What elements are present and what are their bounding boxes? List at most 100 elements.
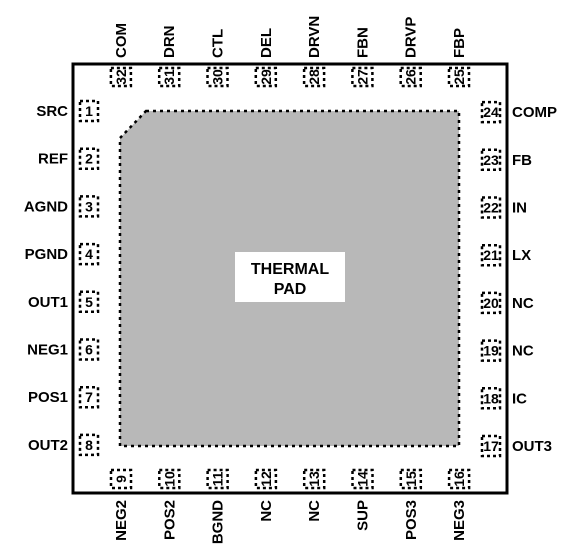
pin-pad xyxy=(480,339,502,362)
pin-pad xyxy=(206,468,229,490)
pin-number: 26 xyxy=(403,69,419,85)
pin-name: BGND xyxy=(210,500,227,544)
pin-number: 30 xyxy=(210,69,226,85)
pin-number: 31 xyxy=(161,69,177,85)
pin-number: 21 xyxy=(483,247,499,263)
pin-number: 14 xyxy=(355,471,371,487)
pin-name: POS2 xyxy=(161,500,178,540)
pin-number: 24 xyxy=(483,104,499,120)
pin-name: SUP xyxy=(355,500,372,531)
pin-pad xyxy=(302,66,326,88)
pin-name: DRN xyxy=(161,26,178,59)
pin-number: 13 xyxy=(306,471,322,487)
pin-name: POS1 xyxy=(28,389,68,406)
pin-pad xyxy=(109,66,133,88)
pin-pad xyxy=(447,468,471,490)
pin-pad xyxy=(78,385,100,409)
pin-pad xyxy=(480,196,502,219)
pin-number: 19 xyxy=(483,343,499,359)
pin-pad xyxy=(480,100,502,124)
pin-name: POS3 xyxy=(403,500,420,540)
pin-pad xyxy=(480,291,502,315)
pin-number: 27 xyxy=(354,69,370,85)
pin-pad xyxy=(480,148,502,172)
pin-name: DRVN xyxy=(306,16,323,58)
pin-name: OUT2 xyxy=(28,437,68,454)
pin-name: FBN xyxy=(354,27,371,58)
pin-number: 6 xyxy=(85,342,93,358)
pin-pad xyxy=(157,66,181,88)
pin-number: 22 xyxy=(483,200,499,216)
pin-pad xyxy=(78,290,100,314)
pin-number: 32 xyxy=(113,69,129,85)
pin-name: NC xyxy=(258,500,275,522)
thermal-pad-label-box xyxy=(235,252,345,302)
pin-pad xyxy=(254,468,278,490)
pin-pad xyxy=(78,338,100,361)
pin-number: 10 xyxy=(161,471,177,487)
pin-name: NEG3 xyxy=(451,500,468,541)
pin-name: COM xyxy=(113,23,130,58)
pin-name: PGND xyxy=(25,246,69,263)
pin-number: 8 xyxy=(85,437,93,453)
pin-name: LX xyxy=(512,247,531,264)
pin-pad xyxy=(480,387,502,410)
pin-number: 17 xyxy=(483,438,499,454)
pin-pad xyxy=(447,66,471,88)
pin-pad xyxy=(399,468,423,490)
pin-number: 4 xyxy=(85,246,93,262)
pin-pad xyxy=(158,468,181,490)
pin-name: NC xyxy=(306,500,323,522)
pin-pad xyxy=(78,147,100,170)
pin-name: NC xyxy=(512,343,534,360)
pin-name: IC xyxy=(512,390,527,407)
pin-pad xyxy=(78,242,100,266)
pin-name: SRC xyxy=(36,103,68,120)
pin-name: NEG1 xyxy=(27,342,68,359)
pin-pad xyxy=(206,66,229,88)
pin-name: DRVP xyxy=(403,17,420,58)
pin-number: 15 xyxy=(403,471,419,487)
pin-pad xyxy=(78,195,100,218)
pin-number: 3 xyxy=(85,198,93,214)
pin-name: OUT1 xyxy=(28,294,68,311)
pin-name: CTL xyxy=(210,29,227,58)
pin-pad xyxy=(109,468,133,490)
pin-name: OUT3 xyxy=(512,438,552,455)
pin-number: 23 xyxy=(483,152,499,168)
pin-name: DEL xyxy=(258,28,275,58)
pin-number: 16 xyxy=(451,471,467,487)
pin-pad xyxy=(480,243,502,267)
pin-pad xyxy=(351,468,374,490)
pin-pad xyxy=(78,99,100,123)
pin-name: COMP xyxy=(512,104,557,121)
pin-name: NC xyxy=(512,295,534,312)
pin-number: 1 xyxy=(85,103,93,119)
pin-number: 12 xyxy=(258,471,274,487)
pin-name: REF xyxy=(38,151,68,168)
pin-number: 2 xyxy=(85,151,93,167)
pin-pad xyxy=(399,66,422,88)
thermal-pad-label-line2: PAD xyxy=(274,281,307,298)
pin-number: 9 xyxy=(113,475,129,483)
pin-number: 25 xyxy=(451,69,467,85)
pin-name: IN xyxy=(512,200,527,217)
pin-number: 11 xyxy=(210,471,226,486)
thermal-pad-label-line1: THERMAL xyxy=(251,261,329,278)
pin-number: 29 xyxy=(258,69,274,85)
pin-pad xyxy=(302,468,326,490)
pin-number: 28 xyxy=(306,69,322,85)
pin-pad xyxy=(254,66,278,88)
pin-pad xyxy=(78,433,100,457)
pin-name: NEG2 xyxy=(113,500,130,541)
pin-number: 20 xyxy=(483,295,499,311)
pin-name: FB xyxy=(512,152,532,169)
pin-pad xyxy=(480,434,502,458)
pin-number: 18 xyxy=(483,390,499,406)
pin-name: FBP xyxy=(451,28,468,58)
pin-pad xyxy=(351,66,374,88)
pin-name: AGND xyxy=(24,198,68,215)
pin-number: 7 xyxy=(85,389,93,405)
pin-number: 5 xyxy=(85,294,93,310)
